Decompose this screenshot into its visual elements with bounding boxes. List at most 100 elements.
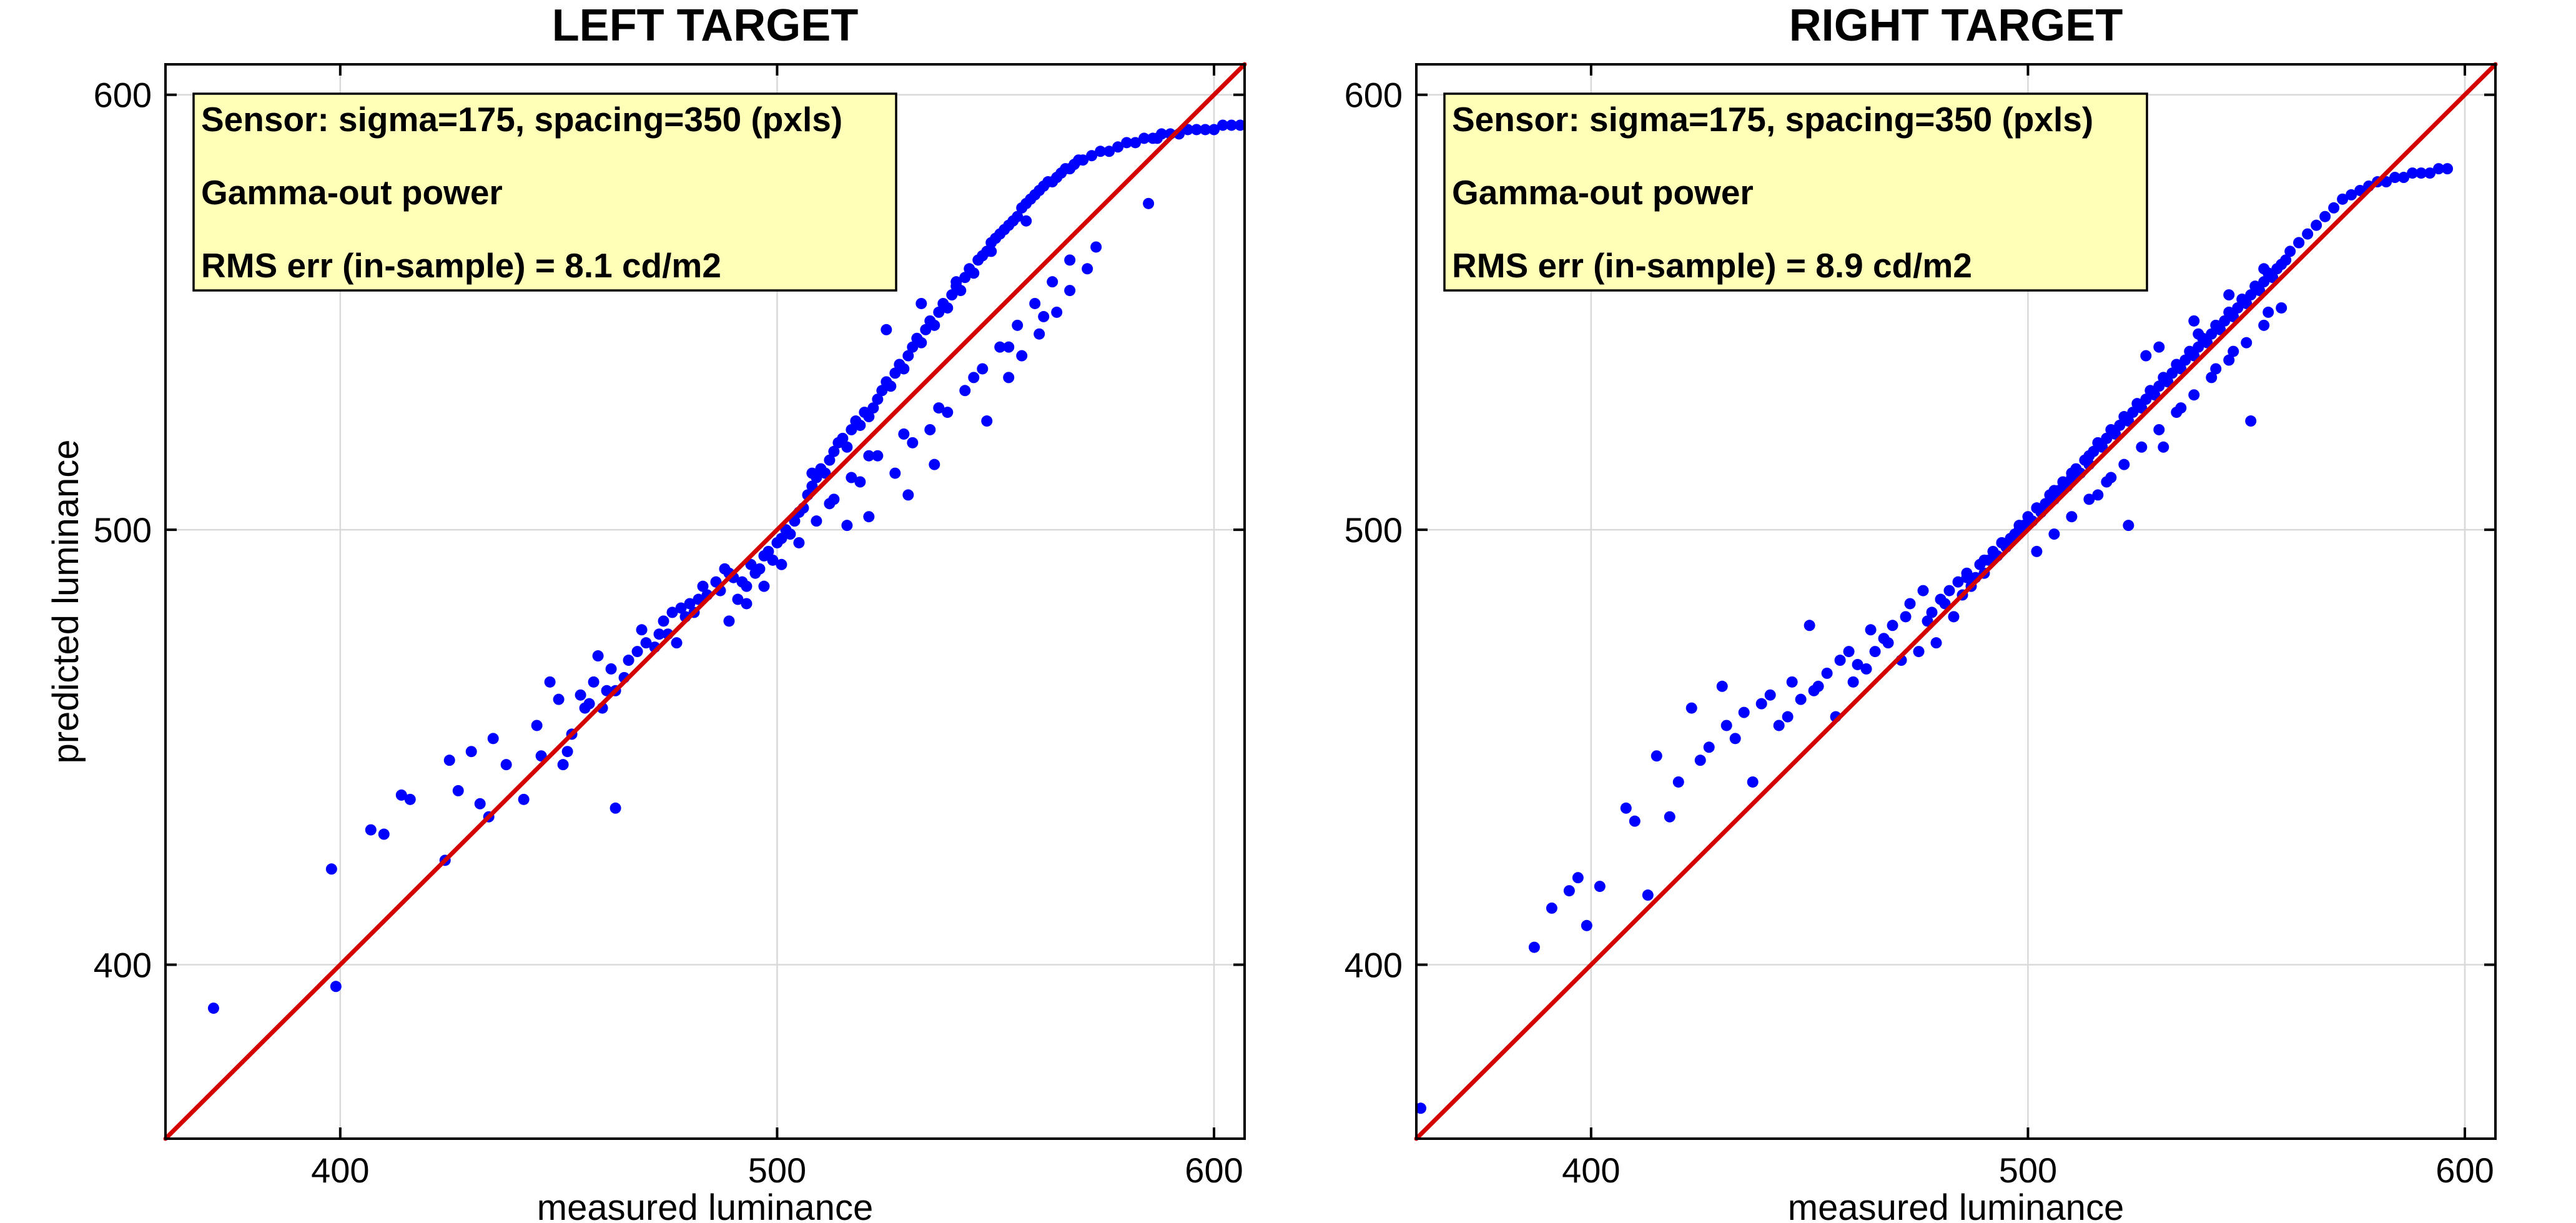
data-point [601,685,613,696]
data-point [1795,693,1807,705]
data-point [1747,776,1759,788]
data-point [1961,572,1973,583]
data-point [723,615,735,627]
data-point [767,554,779,566]
data-point [950,276,962,288]
data-point [2389,172,2401,184]
data-point [854,419,866,431]
data-point [1755,698,1767,710]
data-point [885,380,897,392]
data-point [1038,310,1050,322]
data-point [942,407,954,418]
data-point [1200,124,1212,136]
data-point [2245,415,2257,427]
data-point [207,1003,219,1014]
data-point [1191,124,1203,136]
data-point [1978,554,1990,566]
data-point [2223,289,2235,301]
data-point [776,533,787,545]
data-point [1651,750,1662,762]
data-point [535,750,547,762]
data-point [741,598,753,610]
data-point [1629,815,1641,827]
data-point [378,828,390,840]
data-point [2214,324,2226,335]
data-point [2031,545,2043,557]
data-point [693,593,704,605]
data-point [2241,297,2253,309]
data-point [1782,711,1794,723]
data-point [1834,655,1846,666]
data-point [544,676,556,688]
data-point [2136,402,2148,414]
data-point [841,441,853,453]
data-point [841,520,853,532]
data-point [583,698,595,710]
data-point [942,302,954,314]
data-point [1020,215,1032,227]
data-point [2040,498,2051,510]
data-point [968,372,980,384]
annotation-line: Gamma-out power [201,173,503,212]
data-point [806,467,818,479]
data-point [1012,210,1024,222]
data-point [1922,615,1933,627]
data-point [2206,372,2218,384]
data-point [2337,193,2349,205]
data-point [776,558,787,570]
data-point [924,423,936,435]
data-point [1869,646,1881,658]
data-point [2162,376,2174,388]
data-point [2101,476,2113,488]
data-point [968,267,980,279]
data-point [1917,585,1929,597]
data-point [902,350,914,362]
data-point [2118,458,2130,470]
data-point [741,580,753,592]
data-point [2258,263,2270,275]
data-point [863,411,875,423]
data-point [933,402,945,414]
data-point [1672,776,1684,788]
data-point [2258,276,2270,288]
data-point [1843,646,1855,658]
data-point [959,385,971,397]
data-point [553,693,565,705]
data-point [915,337,927,349]
data-point [2048,528,2060,540]
data-point [806,480,818,492]
data-point [1112,141,1124,153]
data-point [2267,272,2279,284]
data-point [2140,350,2152,362]
data-point [2114,419,2126,431]
data-point [2354,184,2366,196]
data-point [1121,137,1133,149]
data-point [1882,637,1894,649]
data-point [2031,502,2043,514]
data-point [1716,680,1728,692]
data-point [1738,706,1750,718]
data-point [1012,319,1024,331]
data-point [2232,302,2244,314]
y-axis-label: predicted luminance [46,439,86,763]
annotation-line: Sensor: sigma=175, spacing=350 (pxls) [1452,100,2093,139]
data-point [846,472,857,483]
data-point [1948,611,1960,623]
data-point [1138,132,1150,144]
annotation-line: Gamma-out power [1452,173,1754,212]
data-point [1034,328,1045,340]
data-point [1572,872,1584,884]
data-point [915,297,927,309]
data-point [1414,1102,1426,1114]
data-point [1077,154,1089,166]
data-point [793,537,805,548]
annotation-line: RMS err (in-sample) = 8.9 cd/m2 [1452,246,1972,285]
data-point [1047,276,1059,288]
data-point [666,607,678,618]
data-point [981,415,993,427]
data-point [1029,297,1041,309]
data-point [2083,493,2095,505]
data-point [636,624,648,636]
data-point [929,319,940,331]
data-point [846,423,857,435]
